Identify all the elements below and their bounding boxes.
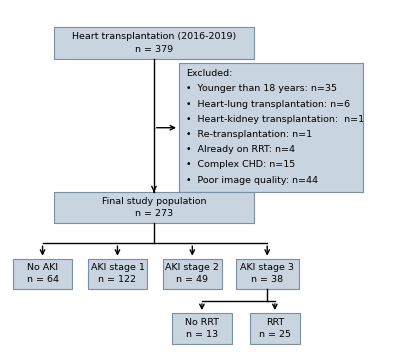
- Text: n = 49: n = 49: [176, 275, 208, 285]
- Text: n = 379: n = 379: [135, 45, 173, 54]
- Text: AKI stage 1: AKI stage 1: [90, 263, 144, 272]
- Text: n = 13: n = 13: [186, 330, 218, 339]
- FancyBboxPatch shape: [54, 27, 254, 59]
- Text: Heart transplantation (2016-2019): Heart transplantation (2016-2019): [72, 32, 236, 41]
- Text: •  Complex CHD: n=15: • Complex CHD: n=15: [186, 160, 295, 170]
- Text: •  Younger than 18 years: n=35: • Younger than 18 years: n=35: [186, 85, 337, 93]
- Text: No AKI: No AKI: [27, 263, 58, 272]
- FancyBboxPatch shape: [162, 258, 222, 289]
- Text: •  Poor image quality: n=44: • Poor image quality: n=44: [186, 176, 318, 185]
- FancyBboxPatch shape: [88, 258, 147, 289]
- Text: •  Heart-kidney transplantation:  n=1: • Heart-kidney transplantation: n=1: [186, 115, 364, 124]
- Text: n = 273: n = 273: [135, 209, 173, 218]
- Text: No RRT: No RRT: [185, 318, 219, 327]
- Text: AKI stage 2: AKI stage 2: [165, 263, 219, 272]
- FancyBboxPatch shape: [13, 258, 72, 289]
- FancyBboxPatch shape: [250, 313, 300, 343]
- Text: n = 122: n = 122: [98, 275, 136, 285]
- Text: Final study population: Final study population: [102, 197, 206, 206]
- Text: n = 38: n = 38: [251, 275, 283, 285]
- Text: •  Heart-lung transplantation: n=6: • Heart-lung transplantation: n=6: [186, 100, 350, 109]
- FancyBboxPatch shape: [54, 192, 254, 223]
- Text: AKI stage 3: AKI stage 3: [240, 263, 294, 272]
- FancyBboxPatch shape: [179, 63, 363, 192]
- Text: Excluded:: Excluded:: [186, 69, 232, 78]
- Text: •  Re-transplantation: n=1: • Re-transplantation: n=1: [186, 130, 312, 139]
- Text: •  Already on RRT: n=4: • Already on RRT: n=4: [186, 145, 295, 154]
- Text: n = 25: n = 25: [259, 330, 291, 339]
- Text: n = 64: n = 64: [26, 275, 58, 285]
- FancyBboxPatch shape: [172, 313, 232, 343]
- Text: RRT: RRT: [266, 318, 284, 327]
- FancyBboxPatch shape: [236, 258, 299, 289]
